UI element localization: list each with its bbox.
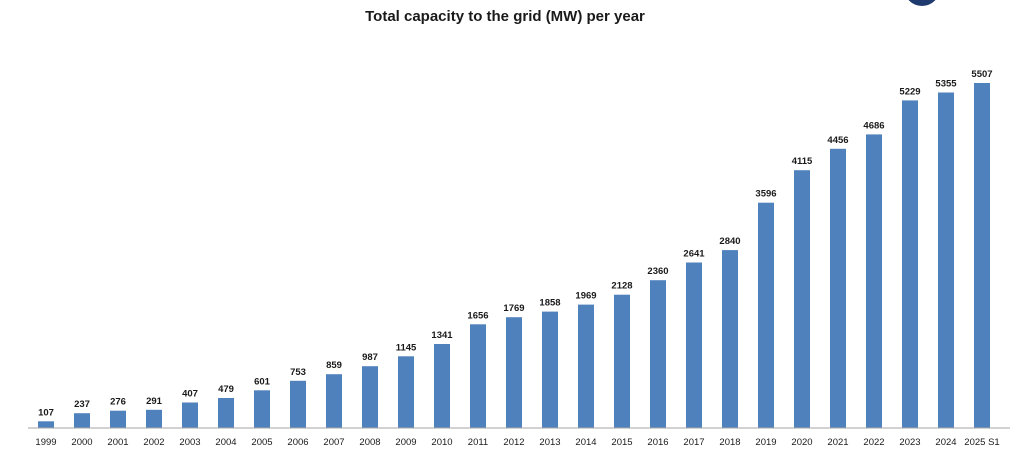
bar-2014 [578,304,594,428]
x-tick-labels-group: 1999 2000 2001 2002 2003 2004 2005 2006 2007 2008… [35,437,999,448]
value-label-2017: 2641 [683,249,705,260]
value-label-2010: 1341 [431,330,453,341]
bar-2008 [362,366,378,428]
x-tick-label-2002: 2002 [143,437,164,448]
value-label-2021: 4456 [827,135,848,146]
x-tick-label-2022: 2022 [863,437,884,448]
bar-2005 [254,390,270,428]
x-tick-label-2025-s1: 2025 S1 [964,437,999,448]
value-labels-group: 107 237 276 291 407 479 601 753 859 987 1145 1341 16… [38,69,993,418]
x-tick-label-2024: 2024 [935,437,956,448]
value-label-1999: 107 [38,407,54,418]
value-label-2024: 5355 [935,79,957,90]
x-tick-label-2000: 2000 [71,437,92,448]
value-label-2001: 276 [110,397,126,408]
x-tick-label-2020: 2020 [791,437,812,448]
x-tick-label-2015: 2015 [611,437,632,448]
bar-2002 [146,409,162,428]
bar-2013 [542,311,558,428]
bar-2016 [650,280,666,428]
value-label-2012: 1769 [503,303,524,314]
x-tick-label-2006: 2006 [287,437,308,448]
bar-2018 [722,250,738,428]
bar-1999 [38,421,54,428]
x-tick-label-2010: 2010 [431,437,452,448]
bar-2019 [758,202,774,428]
value-label-2022: 4686 [863,120,884,131]
value-label-2013: 1858 [539,298,560,309]
x-tick-label-2004: 2004 [215,437,236,448]
bar-2012 [506,317,522,428]
bar-2003 [182,402,198,428]
value-label-2025-s1: 5507 [971,69,992,80]
chart-title: Total capacity to the grid (MW) per year [365,8,645,25]
bar-2001 [110,410,126,428]
bar-2006 [290,380,306,428]
bar-2000 [74,413,90,428]
bar-2004 [218,398,234,428]
bar-2010 [434,344,450,428]
value-label-2005: 601 [254,376,271,387]
x-tick-label-2011: 2011 [468,437,488,448]
value-label-2006: 753 [290,367,306,378]
x-tick-label-2023: 2023 [899,437,920,448]
value-label-2019: 3596 [755,189,776,200]
bar-2023 [902,100,918,429]
x-tick-label-2016: 2016 [647,437,668,448]
bar-2021 [830,148,846,429]
bar-2022 [866,134,882,428]
bar-2017 [686,262,702,428]
logo-icon [904,0,940,6]
x-tick-label-2009: 2009 [395,437,416,448]
value-label-2000: 237 [74,399,90,410]
bar-2015 [614,294,630,428]
value-label-2011: 1656 [467,310,488,321]
value-label-2008: 987 [362,352,378,363]
x-tick-label-2018: 2018 [719,437,740,448]
bar-2007 [326,374,342,428]
x-tick-label-2017: 2017 [683,437,704,448]
bar-2011 [470,324,486,428]
bar-2020 [794,170,810,428]
x-tick-label-1999: 1999 [35,437,56,448]
value-label-2016: 2360 [647,266,668,277]
x-tick-label-2001: 2001 [107,437,128,448]
x-tick-label-2019: 2019 [755,437,776,448]
value-label-2018: 2840 [719,236,740,247]
value-label-2007: 859 [326,360,342,371]
value-label-2014: 1969 [575,291,596,302]
value-label-2003: 407 [182,389,198,400]
x-tick-label-2021: 2021 [827,437,848,448]
x-tick-label-2014: 2014 [575,437,596,448]
bar-2025-s1 [974,83,990,428]
x-tick-label-2013: 2013 [539,437,560,448]
value-label-2002: 291 [146,396,163,407]
x-tick-label-2007: 2007 [323,437,344,448]
bars-group [38,83,990,429]
bar-2024 [938,92,954,428]
x-tick-label-2005: 2005 [251,437,272,448]
value-label-2015: 2128 [611,281,632,292]
value-label-2009: 1145 [396,342,417,353]
value-label-2020: 4115 [792,156,813,167]
bar-2009 [398,356,414,428]
x-tick-label-2003: 2003 [179,437,200,448]
value-label-2004: 479 [218,384,234,395]
value-label-2023: 5229 [899,86,920,97]
x-tick-label-2012: 2012 [503,437,524,448]
x-tick-label-2008: 2008 [359,437,380,448]
